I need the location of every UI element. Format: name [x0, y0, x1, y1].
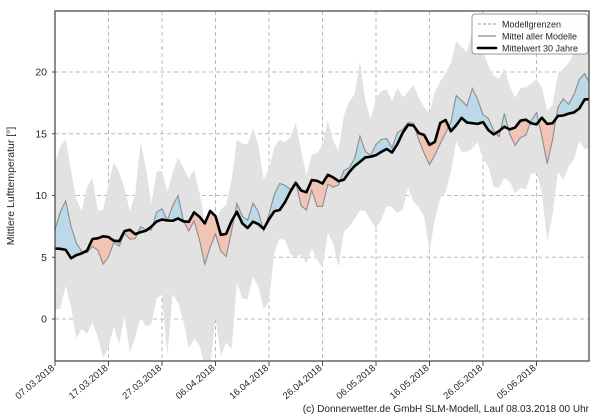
svg-text:0: 0	[41, 314, 47, 326]
svg-text:5: 5	[41, 252, 47, 264]
svg-text:Modellgrenzen: Modellgrenzen	[502, 20, 561, 30]
svg-text:20: 20	[35, 67, 47, 79]
svg-text:10: 10	[35, 190, 47, 202]
svg-text:(c) Donnerwetter.de GmbH SLM-M: (c) Donnerwetter.de GmbH SLM-Modell, Lau…	[303, 404, 590, 415]
svg-text:Mittel aller Modelle: Mittel aller Modelle	[502, 32, 577, 42]
svg-text:Mittelwert 30 Jahre: Mittelwert 30 Jahre	[502, 44, 578, 54]
svg-text:Mittlere Lufttemperatur [°]: Mittlere Lufttemperatur [°]	[5, 127, 17, 246]
svg-text:15: 15	[35, 128, 47, 140]
